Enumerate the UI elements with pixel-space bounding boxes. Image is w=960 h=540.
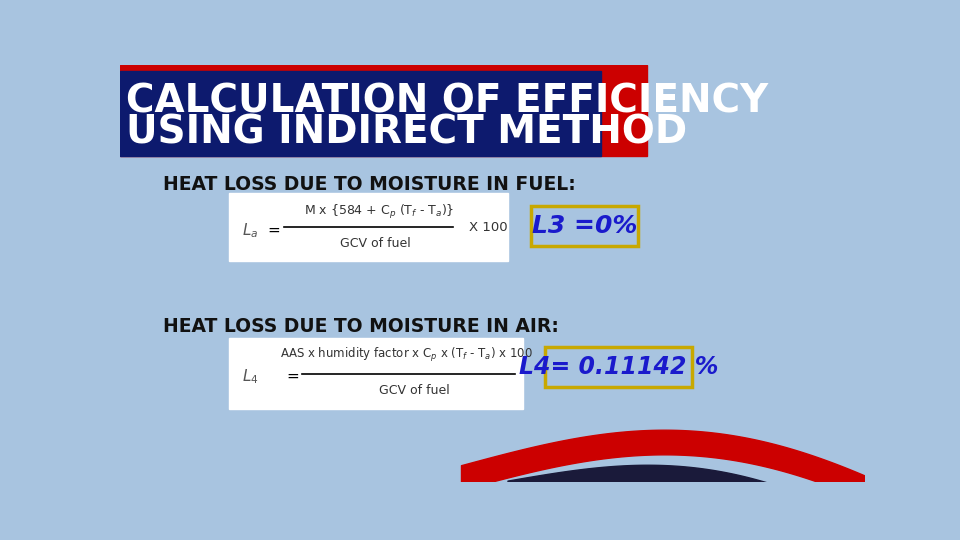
Bar	[120, 65, 647, 156]
Text: =: =	[287, 369, 300, 384]
Text: X 100: X 100	[468, 221, 508, 234]
Text: CALCULATION OF EFFICIENCY: CALCULATION OF EFFICIENCY	[126, 83, 768, 121]
Bar	[228, 193, 508, 261]
Text: M x {584 + C$_p$ (T$_f$ - T$_a$)}: M x {584 + C$_p$ (T$_f$ - T$_a$)}	[304, 203, 455, 221]
Bar	[531, 206, 637, 246]
Bar	[544, 347, 692, 387]
Bar	[531, 206, 637, 246]
Text: USING INDIRECT METHOD: USING INDIRECT METHOD	[126, 113, 687, 152]
Bar	[544, 347, 692, 387]
Text: L$_a$: L$_a$	[243, 221, 259, 240]
Bar	[120, 71, 601, 156]
Text: AAS x humidity factor x C$_p$ x (T$_f$ - T$_a$) x 100: AAS x humidity factor x C$_p$ x (T$_f$ -…	[280, 346, 533, 364]
Text: =: =	[267, 223, 280, 238]
Text: L$_4$: L$_4$	[243, 367, 259, 386]
Text: L3 =0%: L3 =0%	[532, 214, 636, 238]
Text: HEAT LOSS DUE TO MOISTURE IN FUEL:: HEAT LOSS DUE TO MOISTURE IN FUEL:	[162, 174, 575, 194]
Text: GCV of fuel: GCV of fuel	[341, 237, 411, 250]
Text: HEAT LOSS DUE TO MOISTURE IN AIR:: HEAT LOSS DUE TO MOISTURE IN AIR:	[162, 317, 559, 336]
Bar	[228, 338, 523, 409]
Text: GCV of fuel: GCV of fuel	[379, 384, 450, 397]
Text: L4= 0.11142 %: L4= 0.11142 %	[518, 355, 718, 380]
